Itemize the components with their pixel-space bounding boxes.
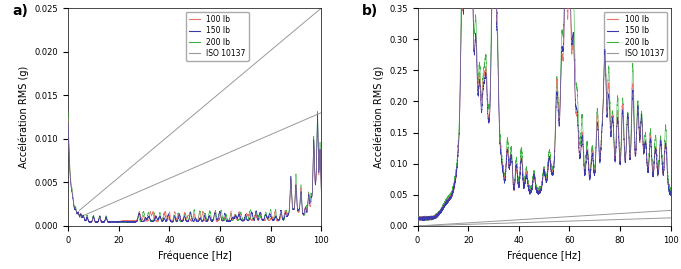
Y-axis label: Accélération RMS (g): Accélération RMS (g) <box>373 66 384 168</box>
X-axis label: Fréquence [Hz]: Fréquence [Hz] <box>158 250 232 261</box>
Text: a): a) <box>12 4 29 18</box>
X-axis label: Fréquence [Hz]: Fréquence [Hz] <box>507 250 581 261</box>
Text: b): b) <box>362 4 378 18</box>
Y-axis label: Accélération RMS (g): Accélération RMS (g) <box>18 66 29 168</box>
Legend: 100 lb, 150 lb, 200 lb, ISO 10137: 100 lb, 150 lb, 200 lb, ISO 10137 <box>604 12 667 61</box>
Legend: 100 lb, 150 lb, 200 lb, ISO 10137: 100 lb, 150 lb, 200 lb, ISO 10137 <box>186 12 249 61</box>
